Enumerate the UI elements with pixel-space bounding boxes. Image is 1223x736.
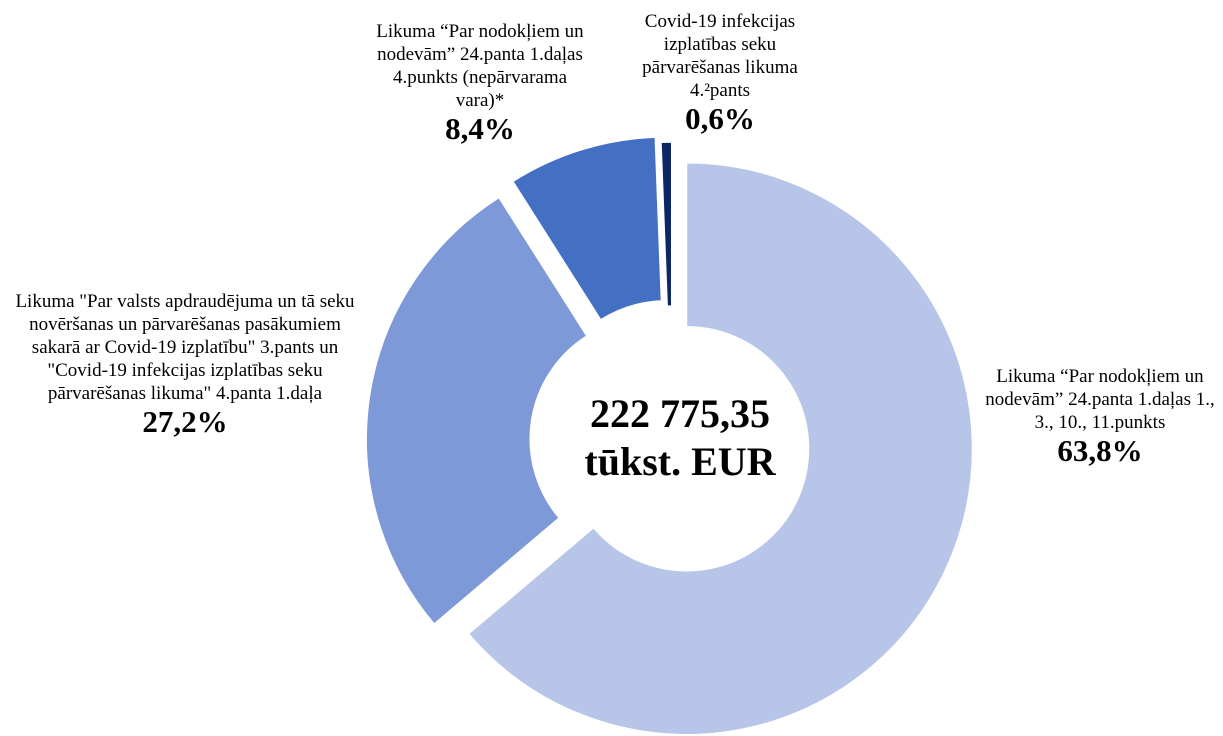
- category-label: Likuma “Par nodokļiem un nodevām” 24.pan…: [985, 366, 1215, 433]
- slice-label: Covid-19 infekcijas izplatības seku pārv…: [615, 10, 825, 136]
- value-label: 63,8%: [1057, 433, 1143, 468]
- value-label: 8,4%: [445, 111, 515, 146]
- slice-label: Likuma “Par nodokļiem un nodevām” 24.pan…: [980, 365, 1220, 468]
- category-label: Covid-19 infekcijas izplatības seku pārv…: [642, 11, 798, 101]
- donut-slice: [660, 141, 673, 307]
- donut-slice: [365, 196, 588, 626]
- value-label: 0,6%: [685, 101, 755, 136]
- category-label: Likuma “Par nodokļiem un nodevām” 24.pan…: [376, 21, 584, 111]
- center-line: 222 775,35: [590, 391, 770, 436]
- value-label: 27,2%: [142, 404, 228, 439]
- slice-label: Likuma “Par nodokļiem un nodevām” 24.pan…: [370, 20, 590, 146]
- center-line: tūkst. EUR: [584, 439, 776, 484]
- center-label: 222 775,35 tūkst. EUR: [540, 390, 820, 486]
- donut-slice: [467, 161, 974, 736]
- donut-slice: [511, 136, 663, 321]
- category-label: Likuma "Par valsts apdraudējuma un tā se…: [15, 291, 355, 404]
- slice-label: Likuma "Par valsts apdraudējuma un tā se…: [5, 290, 365, 439]
